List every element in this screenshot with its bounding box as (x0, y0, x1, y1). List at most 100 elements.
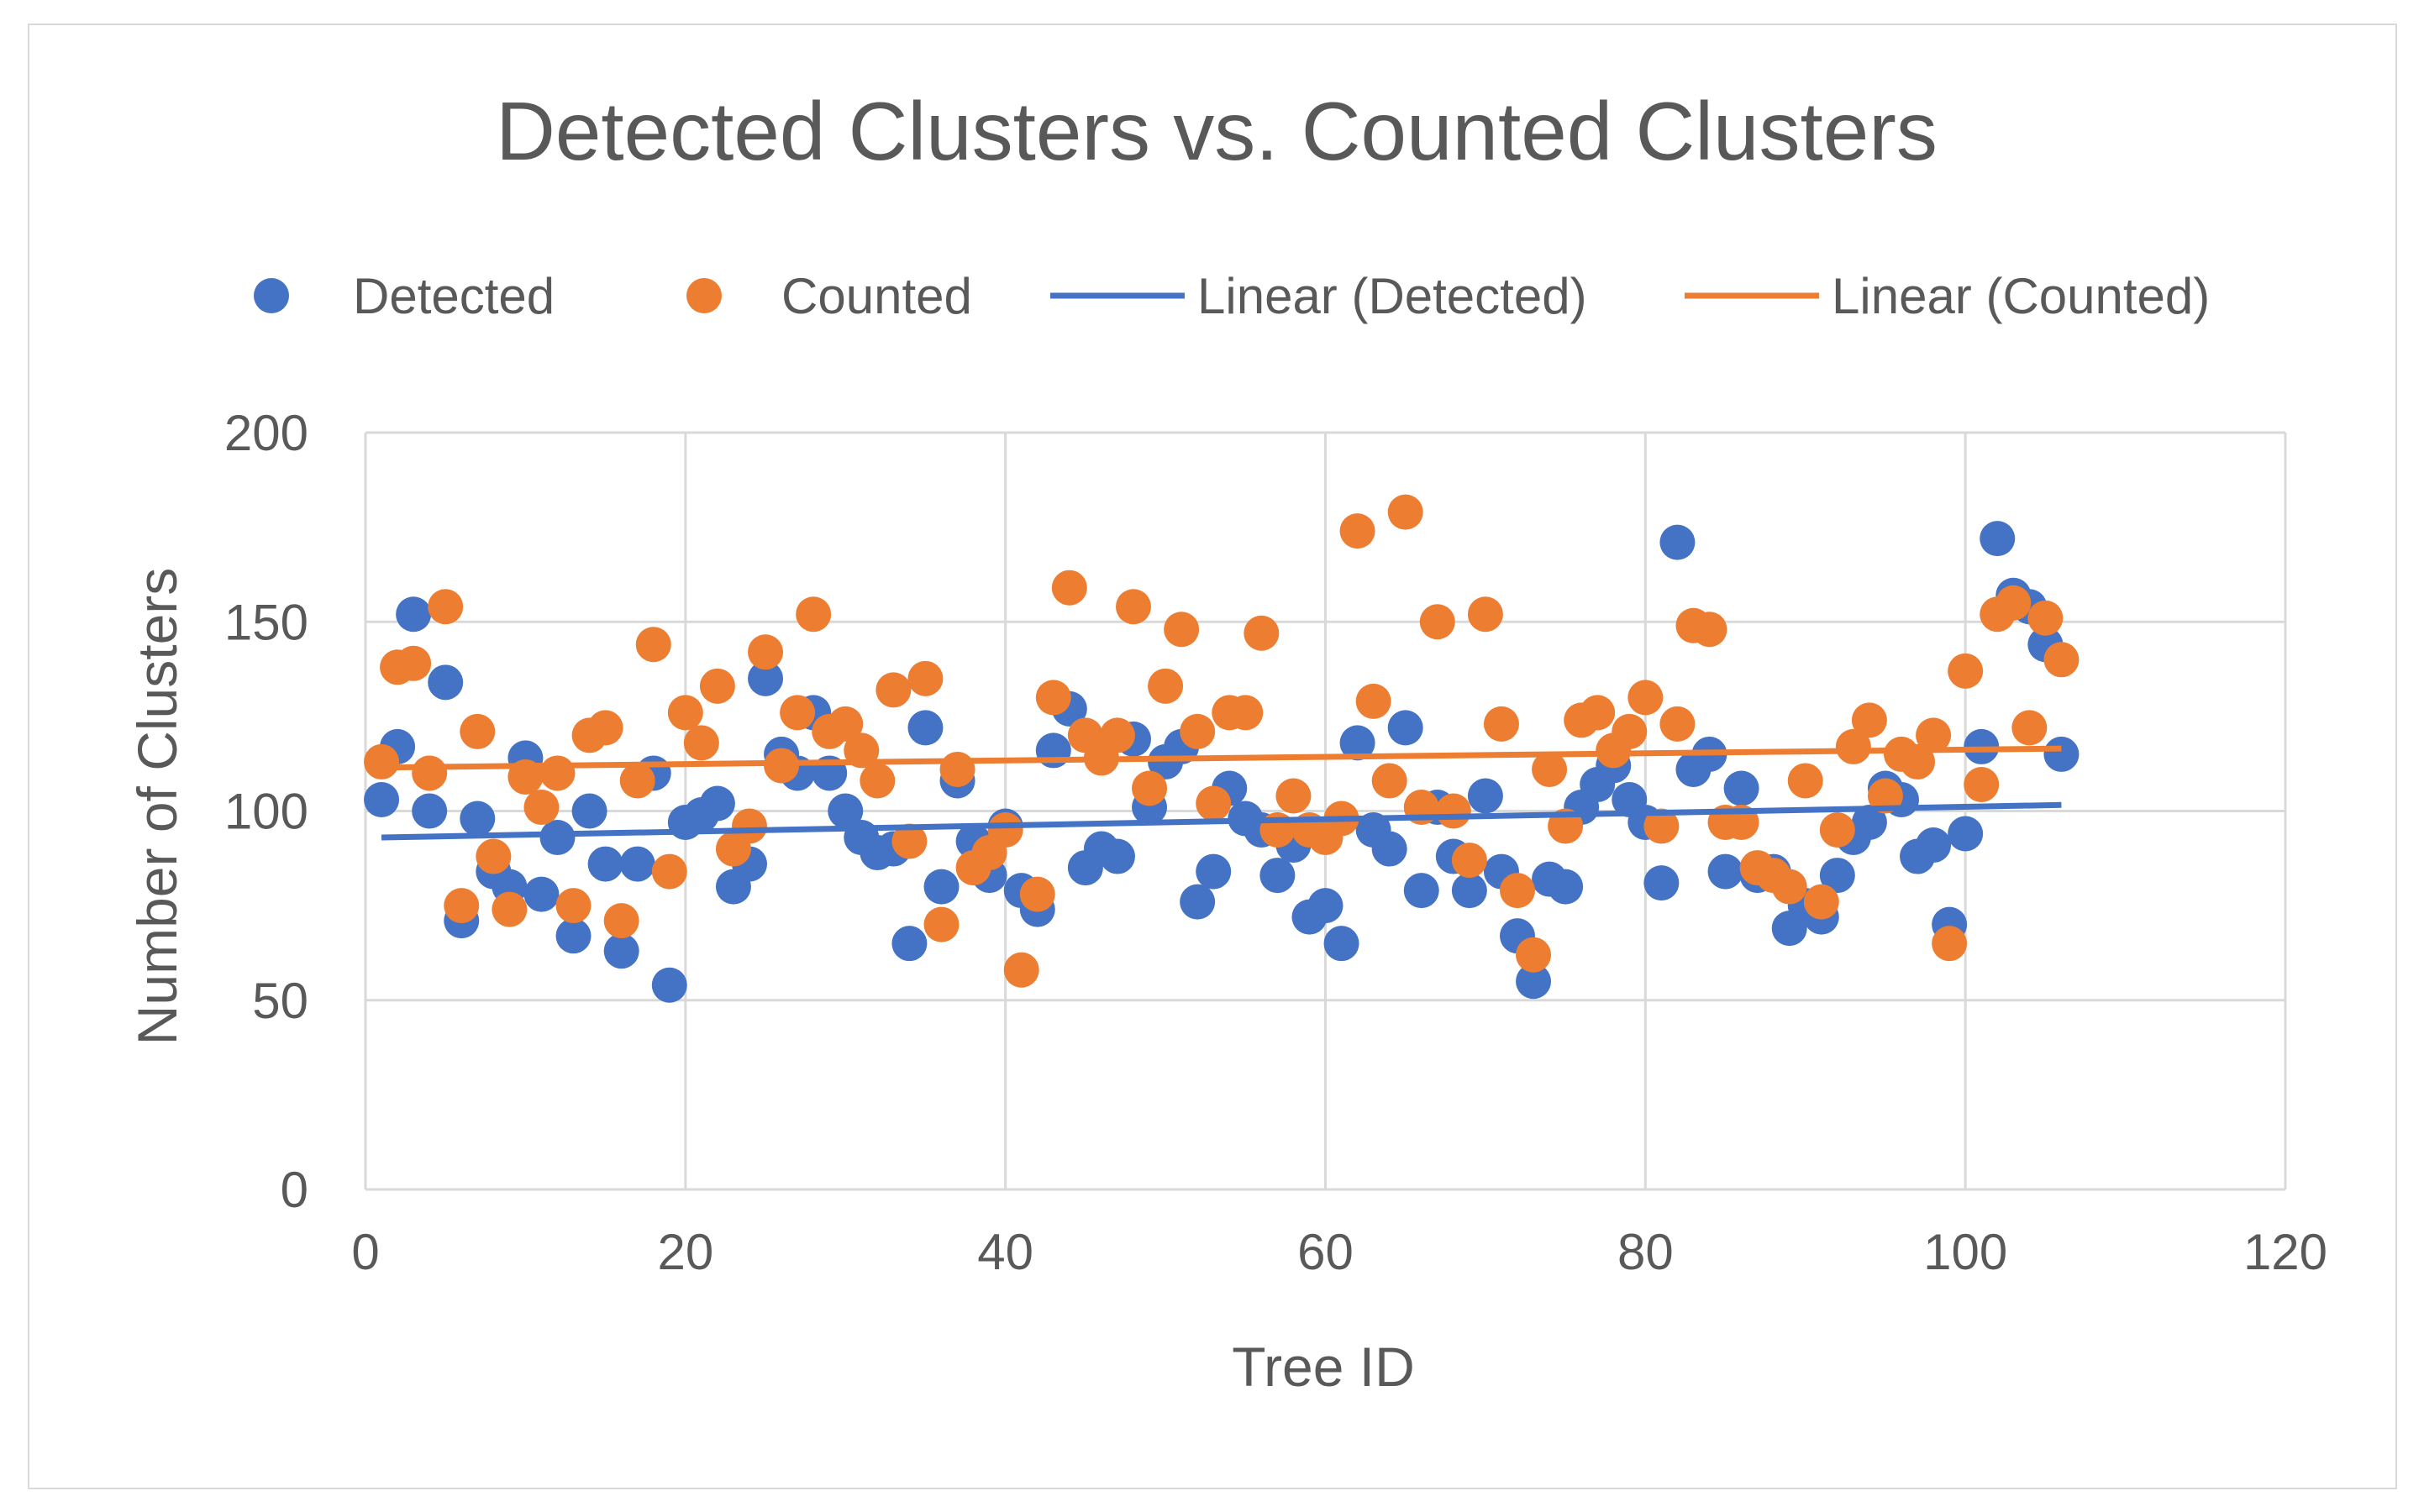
point-detected (1948, 816, 1984, 852)
point-counted (939, 751, 975, 787)
legend-item-linear-detected: Linear (Detected) (1050, 268, 1587, 324)
x-axis-ticks: 0 20 40 60 80 100 120 (351, 1224, 2327, 1280)
point-detected (828, 793, 864, 829)
point-detected (891, 926, 928, 962)
point-counted (667, 695, 703, 731)
point-detected (587, 846, 623, 882)
point-counted (683, 725, 719, 761)
point-detected (1451, 873, 1487, 909)
point-counted (1627, 680, 1664, 716)
point-detected (1707, 853, 1743, 890)
point-counted (492, 891, 528, 927)
point-detected (1403, 873, 1439, 909)
point-counted (875, 672, 912, 708)
y-tick-label: 150 (224, 594, 308, 650)
point-counted (460, 713, 496, 749)
point-counted (860, 763, 896, 799)
legend-label-linear-detected: Linear (Detected) (1197, 268, 1587, 324)
point-counted (1467, 596, 1503, 633)
legend-label-detected: Detected (353, 268, 555, 324)
legend-item-detected: Detected (254, 268, 555, 324)
point-counted (1964, 766, 2000, 802)
point-detected (428, 664, 464, 701)
legend-label-linear-counted: Linear (Counted) (1832, 268, 2210, 324)
point-detected (539, 820, 576, 856)
point-counted (891, 823, 928, 859)
point-detected (1099, 838, 1135, 874)
y-axis-ticks: 0 50 100 150 200 (224, 405, 308, 1218)
point-counted (732, 808, 767, 844)
point-counted (1435, 793, 1471, 829)
trendlines (381, 745, 2062, 841)
x-tick-label: 60 (1297, 1224, 1354, 1280)
point-counted (1148, 668, 1184, 704)
point-counted (1244, 615, 1280, 651)
point-counted (555, 888, 592, 924)
point-counted (1180, 713, 1216, 749)
point-detected (1916, 827, 1952, 864)
point-counted (1659, 706, 1696, 742)
x-tick-label: 0 (351, 1224, 379, 1280)
point-detected (699, 785, 735, 822)
x-tick-label: 40 (977, 1224, 1033, 1280)
point-counted (1803, 884, 1839, 920)
point-counted (1051, 570, 1087, 606)
point-counted (1275, 778, 1312, 814)
point-detected (1371, 831, 1407, 867)
trendline-counted (381, 745, 2062, 771)
point-counted (907, 660, 944, 696)
point-counted (1819, 812, 1855, 848)
point-counted (603, 903, 639, 939)
chart-title: Detected Clusters vs. Counted Clusters (496, 85, 1938, 177)
legend-label-counted: Counted (781, 268, 972, 324)
point-counted (444, 888, 480, 924)
point-counted (1932, 926, 1968, 962)
y-tick-label: 100 (224, 784, 308, 840)
point-counted (699, 668, 735, 704)
point-counted (651, 853, 687, 890)
point-detected (1548, 869, 1584, 905)
point-detected (1339, 725, 1375, 761)
point-counted (1835, 728, 1871, 764)
point-counted (1003, 952, 1039, 988)
point-counted (2011, 710, 2048, 746)
point-detected (460, 801, 496, 837)
point-counted (1851, 702, 1887, 738)
x-axis-title: Tree ID (1232, 1336, 1415, 1398)
point-counted (476, 838, 512, 874)
gridlines (364, 431, 2287, 1191)
point-counted (539, 755, 576, 791)
trendline-detected (381, 801, 2062, 841)
point-counted (412, 755, 448, 791)
point-counted (1948, 653, 1984, 689)
point-counted (1500, 873, 1535, 909)
point-counted (1867, 778, 1903, 814)
point-counted (1787, 763, 1823, 799)
point-counted (1532, 751, 1568, 787)
point-counted (587, 710, 623, 746)
point-counted (1035, 680, 1071, 716)
legend: Detected Counted Linear (Detected) Linea… (254, 268, 2210, 324)
point-counted (1691, 612, 1727, 648)
point-detected (651, 967, 687, 1003)
x-tick-label: 80 (1617, 1224, 1674, 1280)
point-counted (1019, 876, 1055, 912)
point-counted (1132, 770, 1168, 806)
point-detected (1467, 778, 1503, 814)
point-counted (1371, 763, 1407, 799)
point-counted (1771, 869, 1807, 905)
point-counted (1451, 843, 1487, 879)
point-counted (1099, 717, 1135, 753)
legend-item-counted: Counted (686, 268, 972, 324)
point-counted (635, 627, 671, 663)
point-detected (555, 918, 592, 954)
point-detected (1723, 770, 1759, 806)
x-tick-label: 100 (1923, 1224, 2007, 1280)
legend-marker-counted (686, 278, 722, 313)
point-detected (1659, 524, 1696, 560)
point-counted (1516, 937, 1552, 973)
point-counted (780, 695, 816, 731)
x-tick-label: 120 (2243, 1224, 2327, 1280)
point-counted (1196, 785, 1232, 822)
